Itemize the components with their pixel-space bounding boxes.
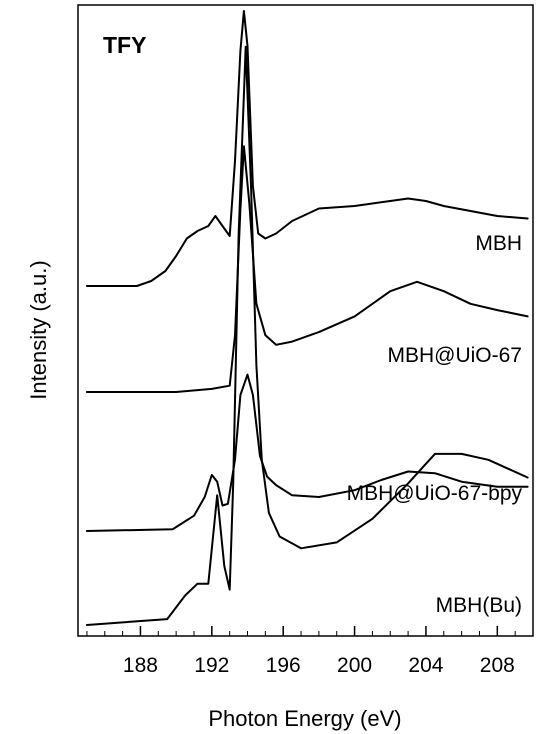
x-tick-label: 208 — [480, 654, 515, 677]
series-label: MBH(Bu) — [436, 594, 522, 617]
series-labels: MBH MBH@UiO-67 MBH@UiO-67-bpy MBH(Bu) — [347, 232, 523, 617]
series-line — [85, 145, 529, 393]
series-lines — [85, 10, 529, 626]
series-line — [85, 373, 529, 532]
series-label: MBH@UiO-67 — [387, 344, 522, 367]
plot-frame — [77, 4, 534, 637]
x-tick-label: 196 — [266, 654, 301, 677]
x-tick-label: 188 — [123, 654, 158, 677]
major-ticks — [139, 626, 499, 636]
series-line — [85, 10, 529, 287]
x-tick-label: 192 — [194, 654, 229, 677]
series-line — [85, 45, 529, 626]
x-tick-labels: 188 192 196 200 204 208 — [123, 654, 515, 677]
series-label: MBH — [475, 232, 522, 255]
x-axis-title: Photon Energy (eV) — [208, 706, 401, 731]
series-label: MBH@UiO-67-bpy — [347, 482, 523, 505]
y-axis-title: Intensity (a.u.) — [26, 260, 51, 399]
panel-label: TFY — [103, 32, 146, 58]
x-tick-label: 204 — [408, 654, 443, 677]
minor-ticks — [86, 631, 534, 636]
x-tick-label: 200 — [337, 654, 372, 677]
